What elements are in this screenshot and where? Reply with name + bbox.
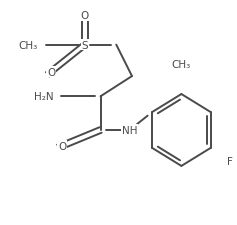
Text: S: S <box>82 40 88 50</box>
Text: F: F <box>228 157 233 167</box>
Text: NH: NH <box>122 125 137 135</box>
Text: O: O <box>81 11 89 21</box>
Text: O: O <box>58 141 66 151</box>
Text: H₂N: H₂N <box>34 92 53 102</box>
Text: CH₃: CH₃ <box>172 59 191 69</box>
Text: O: O <box>47 67 55 77</box>
Text: CH₃: CH₃ <box>18 40 38 50</box>
